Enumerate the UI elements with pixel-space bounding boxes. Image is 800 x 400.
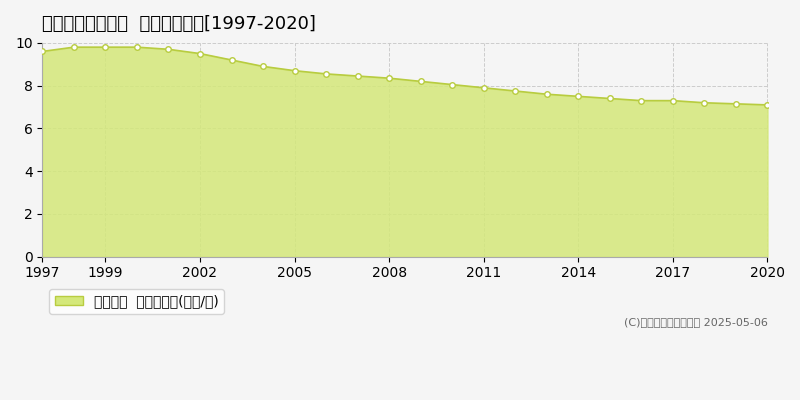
Legend: 基準地価  平均坪単価(万円/坪): 基準地価 平均坪単価(万円/坪) bbox=[50, 289, 224, 314]
Text: (C)土地価格ドットコム 2025-05-06: (C)土地価格ドットコム 2025-05-06 bbox=[624, 317, 767, 327]
Text: 熊毛郡平生町曽根  基準地価推移[1997-2020]: 熊毛郡平生町曽根 基準地価推移[1997-2020] bbox=[42, 15, 316, 33]
